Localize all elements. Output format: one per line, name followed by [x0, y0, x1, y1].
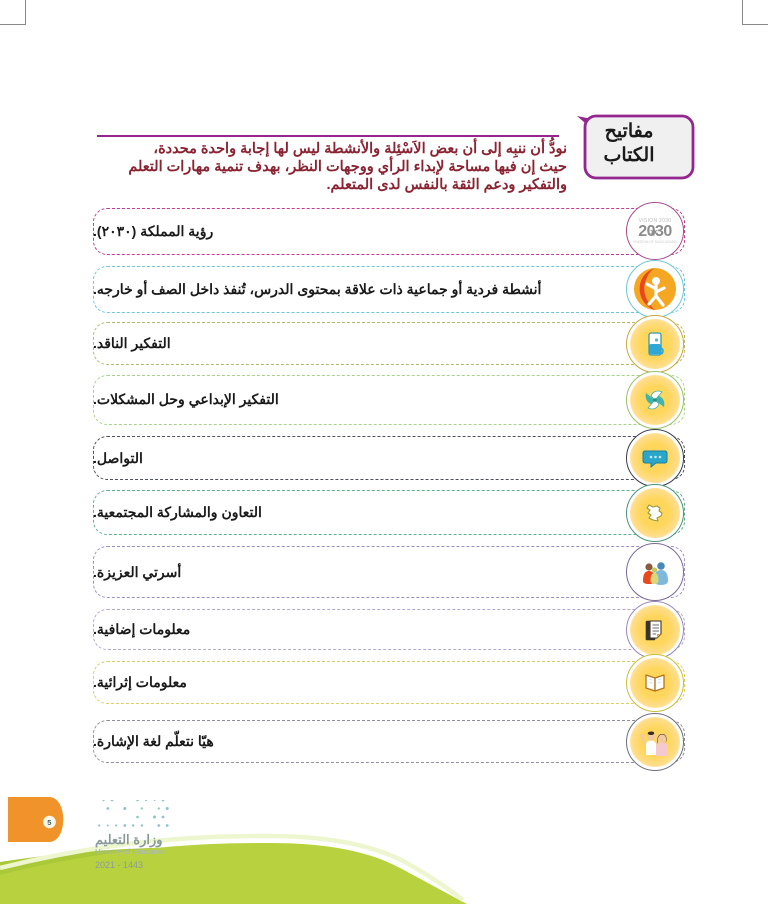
svg-text:5: 5: [47, 818, 51, 827]
